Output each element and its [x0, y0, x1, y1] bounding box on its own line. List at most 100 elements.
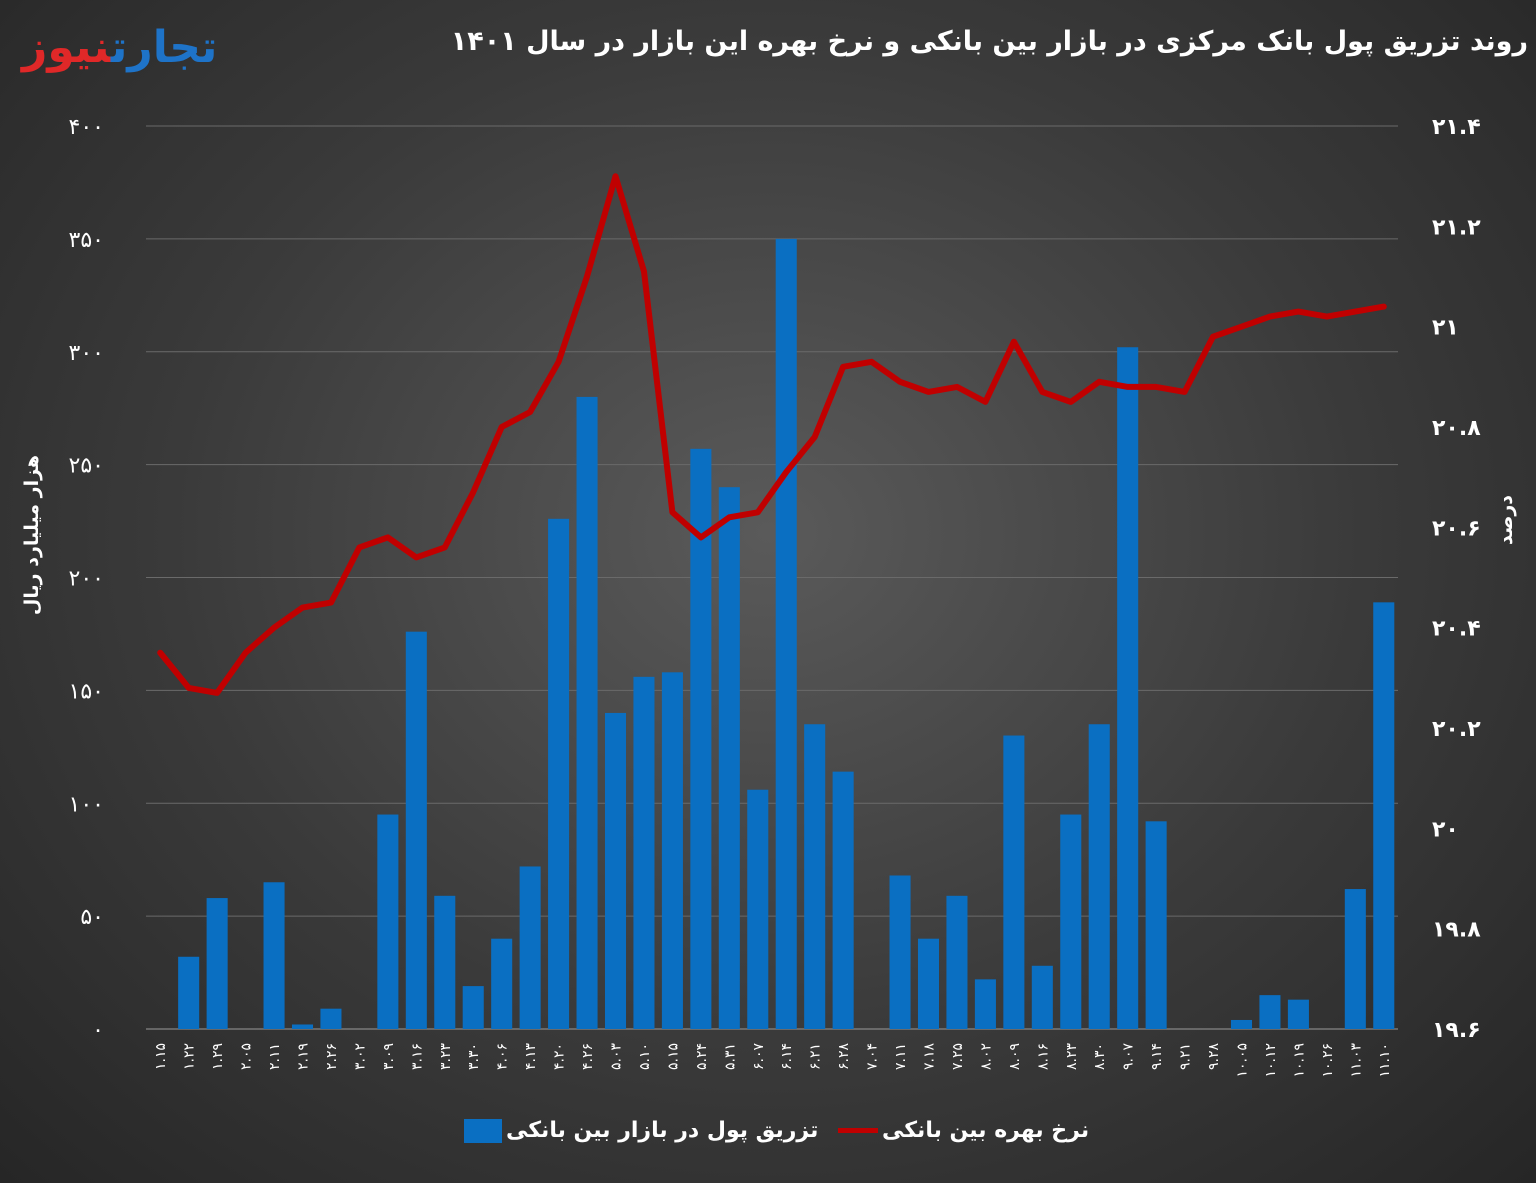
bar: [519, 866, 541, 1029]
line-point: [243, 650, 249, 656]
rate-line: [157, 173, 1387, 696]
line-point: [1068, 399, 1074, 405]
x-tick-label: ۵.۱۰: [637, 1043, 653, 1070]
bar: [889, 875, 911, 1029]
left-tick-label: ۳۰۰: [69, 341, 104, 366]
x-tick-label: ۵.۳۱: [722, 1043, 738, 1070]
line-point: [755, 509, 761, 515]
bar: [548, 518, 570, 1029]
line-point: [186, 685, 192, 691]
bar: [178, 956, 200, 1029]
legend-label-rate: نرخ بهره بین بانکی: [882, 1118, 1090, 1143]
left-tick-label: ۲۰۰: [69, 567, 104, 592]
legend-swatch-line: [838, 1128, 878, 1133]
bar: [1230, 1019, 1253, 1029]
left-axis-label: هزار میلیارد ریال: [21, 455, 43, 615]
bar: [1060, 814, 1082, 1029]
bar: [1117, 347, 1139, 1029]
x-tick-label: ۹.۰۷: [1121, 1043, 1137, 1070]
legend-swatch-bar: [464, 1118, 502, 1143]
right-tick-label: ۲۰.۸: [1432, 416, 1481, 441]
line-series: [157, 173, 1387, 696]
x-tick-label: ۳.۰۲: [352, 1043, 368, 1070]
bar: [917, 938, 940, 1029]
x-tick-label: ۸.۰۹: [1007, 1043, 1023, 1070]
line-point: [556, 359, 562, 365]
x-tick-label: ۷.۱۸: [922, 1043, 938, 1070]
x-tick-label: ۳.۳۰: [466, 1043, 482, 1070]
x-tick-label: ۱.۲۲: [182, 1043, 198, 1070]
bar: [604, 712, 627, 1029]
x-tick-label: ۱.۱۵: [153, 1043, 169, 1070]
line-point: [470, 489, 476, 495]
line-point: [1096, 379, 1102, 385]
x-tick-label: ۱۰.۱۹: [1291, 1043, 1307, 1078]
left-tick-label: ۳۵۰: [69, 228, 104, 253]
x-tick-label: ۱۱.۱۰: [1377, 1043, 1393, 1078]
bar-series: [178, 238, 1395, 1029]
bar: [405, 631, 427, 1029]
bar: [804, 724, 826, 1029]
bar: [206, 898, 228, 1029]
line-point: [385, 534, 391, 540]
bar: [775, 238, 797, 1029]
x-tick-label: ۴.۰۶: [495, 1043, 511, 1070]
right-tick-label: ۲۰.۲: [1432, 717, 1481, 742]
x-tick-label: ۹.۲۸: [1206, 1043, 1222, 1070]
line-point: [840, 364, 846, 370]
line-point: [954, 384, 960, 390]
x-tick-label: ۴.۲۰: [552, 1043, 568, 1070]
right-tick-label: ۱۹.۶: [1432, 1018, 1481, 1043]
bar: [263, 882, 285, 1029]
line-point: [1153, 384, 1159, 390]
left-tick-label: ۱۰۰: [69, 792, 104, 817]
bar: [974, 979, 996, 1029]
right-tick-label: ۲۱: [1432, 316, 1459, 341]
line-point: [982, 399, 988, 405]
line-point: [271, 625, 277, 631]
x-tick-label: ۶.۲۸: [836, 1043, 852, 1070]
x-tick-label: ۸.۱۶: [1035, 1043, 1051, 1070]
x-tick-label: ۷.۲۵: [950, 1043, 966, 1070]
legend: تزریق پول در بازار بین بانکی نرخ بهره بی…: [0, 1118, 1536, 1158]
line-point: [1352, 309, 1358, 315]
x-tick-label: ۱.۲۹: [210, 1043, 226, 1070]
x-tick-label: ۸.۰۲: [978, 1043, 994, 1070]
line-point: [1267, 314, 1273, 320]
right-tick-label: ۲۰.۶: [1432, 516, 1481, 541]
legend-item-rate: نرخ بهره بین بانکی: [838, 1118, 1089, 1143]
bar: [1344, 889, 1366, 1029]
right-tick-label: ۲۱.۲: [1432, 215, 1481, 240]
line-point: [584, 274, 590, 279]
x-tick-label: ۴.۲۶: [580, 1043, 596, 1070]
right-axis-label: درصد: [1495, 495, 1517, 545]
x-tick-label: ۸.۲۳: [1064, 1043, 1080, 1070]
line-point: [1295, 309, 1301, 315]
logo-part-news: نیوز: [22, 22, 111, 73]
line-point: [413, 554, 419, 560]
x-tick-label: ۲.۱۱: [267, 1043, 283, 1070]
bar: [690, 448, 712, 1029]
line-point: [1239, 324, 1244, 330]
logo: تجارتنیوز: [22, 18, 217, 78]
line-point: [1011, 339, 1017, 345]
line-point: [812, 434, 818, 440]
bar: [747, 789, 769, 1029]
line-point: [669, 509, 675, 515]
line-point: [442, 544, 448, 550]
x-tick-label: ۷.۱۱: [893, 1043, 909, 1070]
x-tick-label: ۷.۰۴: [865, 1043, 881, 1070]
x-axis-ticks: ۱.۱۵ ۱.۲۲ ۱.۲۹ ۲.۰۵ ۲.۱۱ ۲.۱۹ ۲.۲۶ ۳.۰۲ ۳.۰۹ ۳.۱۶…: [153, 1043, 1393, 1078]
right-axis-ticks: ۱۹.۶ ۱۹.۸ ۲۰ ۲۰.۲ ۲۰.۴ ۲۰.۶ ۲۰.۸ ۲۱ ۲۱.۲ ۲۱.۴: [1432, 115, 1481, 1043]
bar: [832, 771, 854, 1029]
bar: [718, 487, 740, 1029]
line-point: [499, 424, 505, 430]
bar: [377, 814, 399, 1029]
x-tick-label: ۳.۰۹: [381, 1043, 397, 1070]
x-tick-label: ۶.۱۴: [779, 1043, 795, 1070]
x-tick-label: ۱۰.۱۲: [1263, 1043, 1279, 1078]
left-tick-label: ۵۰: [80, 905, 104, 930]
bar: [661, 672, 683, 1029]
gridlines: [146, 125, 1398, 1030]
